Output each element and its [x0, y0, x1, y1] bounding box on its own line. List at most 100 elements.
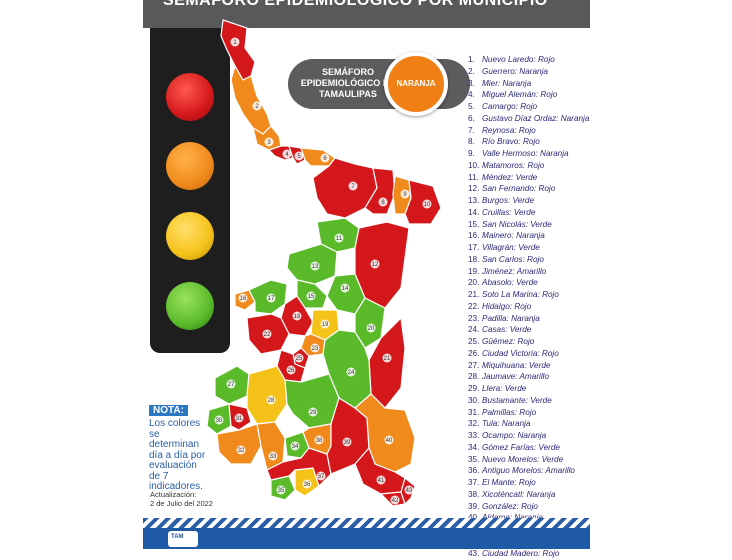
list-item: 16.Mainero: Naranja [468, 231, 586, 243]
map-label: 23 [312, 346, 319, 352]
list-item-text: Bustamante: Verde [482, 396, 552, 405]
list-item-number: 39. [468, 502, 482, 511]
region-2 [231, 66, 271, 134]
list-item: 11.Méndez: Verde [468, 173, 586, 185]
list-item-text: Gómez Farías: Verde [482, 443, 560, 452]
sun-icon [653, 0, 683, 20]
map-label: 39 [344, 440, 351, 446]
government-crest-icon: TAM [168, 531, 198, 547]
list-item-text: Ciudad Madero: Rojo [482, 549, 559, 558]
list-item-text: Soto La Marina: Rojo [482, 290, 559, 299]
list-item-text: Jaumave: Amarillo [482, 372, 549, 381]
list-item-number: 13. [468, 196, 482, 205]
list-item-text: Llera: Verde [482, 384, 526, 393]
list-item-number: 19. [468, 267, 482, 276]
list-item-text: El Mante: Rojo [482, 478, 536, 487]
map-label: 32 [238, 448, 245, 454]
map-label: 21 [384, 356, 391, 362]
map-label: 18 [294, 314, 301, 320]
list-item: 19.Jiménez: Amarillo [468, 267, 586, 279]
list-item-text: Ciudad Victoria: Rojo [482, 349, 559, 358]
map-label: 28 [268, 398, 275, 404]
list-item: 17.Villagrán: Verde [468, 243, 586, 255]
map-label: 34 [292, 444, 299, 450]
list-item-number: 9. [468, 149, 482, 158]
map-label: 12 [372, 262, 379, 268]
list-item-number: 11. [468, 173, 482, 182]
map-label: 25 [296, 356, 303, 362]
list-item-number: 5. [468, 102, 482, 111]
list-item-text: Tula: Naranja [482, 419, 531, 428]
list-item-number: 29. [468, 384, 482, 393]
update-date: 2 de Julio del 2022 [150, 499, 240, 508]
left-margin [0, 0, 143, 549]
list-item-text: Padilla: Naranja [482, 314, 540, 323]
list-item-text: Ocampo: Naranja [482, 431, 546, 440]
list-item-number: 8. [468, 137, 482, 146]
decorative-strip [143, 518, 590, 528]
update-info: Actualización: 2 de Julio del 2022 [150, 490, 240, 508]
list-item-number: 38. [468, 490, 482, 499]
list-item: 13.Burgos: Verde [468, 196, 586, 208]
list-item-text: Miquihuana: Verde [482, 361, 550, 370]
list-item-text: Río Bravo: Rojo [482, 137, 540, 146]
list-item-number: 15. [468, 220, 482, 229]
list-item: 39.González: Rojo [468, 502, 586, 514]
list-item-text: Jiménez: Amarillo [482, 267, 546, 276]
list-item-number: 24. [468, 325, 482, 334]
list-item: 6.Gustavo Díaz Ordaz: Naranja [468, 114, 586, 126]
footer-bar [143, 528, 590, 549]
list-item: 1.Nuevo Laredo: Rojo [468, 55, 586, 67]
map-label: 30 [216, 418, 223, 424]
map-label: 13 [312, 264, 319, 270]
list-item-text: Palmillas: Rojo [482, 408, 536, 417]
map-label: 33 [270, 454, 277, 460]
region-28 [247, 366, 287, 424]
list-item-text: San Carlos: Rojo [482, 255, 544, 264]
list-item-number: 16. [468, 231, 482, 240]
list-item: 31.Palmillas: Rojo [468, 408, 586, 420]
list-item: 43.Ciudad Madero: Rojo [468, 549, 586, 560]
map-label: 24 [348, 370, 355, 376]
list-item-number: 33. [468, 431, 482, 440]
list-item-text: Nuevo Laredo: Rojo [482, 55, 555, 64]
map-label: 16 [240, 296, 247, 302]
list-item: 24.Casas: Verde [468, 325, 586, 337]
map-label: 42 [392, 498, 399, 504]
list-item-number: 27. [468, 361, 482, 370]
list-item: 10.Matamoros: Rojo [468, 161, 586, 173]
list-item-number: 4. [468, 90, 482, 99]
list-item-number: 14. [468, 208, 482, 217]
map-label: 17 [268, 296, 275, 302]
map-label: 19 [322, 322, 329, 328]
list-item: 32.Tula: Naranja [468, 419, 586, 431]
map-label: 29 [310, 410, 317, 416]
list-item-text: Matamoros: Rojo [482, 161, 544, 170]
list-item-number: 10. [468, 161, 482, 170]
crest-label: TAM [171, 534, 184, 540]
list-item-text: Mainero: Naranja [482, 231, 545, 240]
list-item: 26.Ciudad Victoria: Rojo [468, 349, 586, 361]
update-label: Actualización: [150, 490, 240, 499]
list-item-number: 37. [468, 478, 482, 487]
list-item-text: Abasolo: Verde [482, 278, 538, 287]
list-item-number: 21. [468, 290, 482, 299]
map-label: 26 [288, 368, 295, 374]
list-item-number: 20. [468, 278, 482, 287]
list-item: 7.Reynosa: Rojo [468, 126, 586, 138]
list-item-number: 7. [468, 126, 482, 135]
list-item: 4.Miguel Alemán: Rojo [468, 90, 586, 102]
list-item: 21.Soto La Marina: Rojo [468, 290, 586, 302]
list-item-number: 23. [468, 314, 482, 323]
map-label: 22 [264, 332, 271, 338]
map-label: 11 [336, 236, 343, 242]
region-29 [285, 374, 339, 428]
list-item: 15.San Nicolás: Verde [468, 220, 586, 232]
note-box: NOTA: Los colores se determinan día a dí… [149, 400, 209, 493]
list-item-text: Xicoténcatl: Naranja [482, 490, 555, 499]
list-item-number: 22. [468, 302, 482, 311]
list-item-number: 1. [468, 55, 482, 64]
map-label: 35 [278, 488, 285, 494]
list-item: 34.Gómez Farías: Verde [468, 443, 586, 455]
